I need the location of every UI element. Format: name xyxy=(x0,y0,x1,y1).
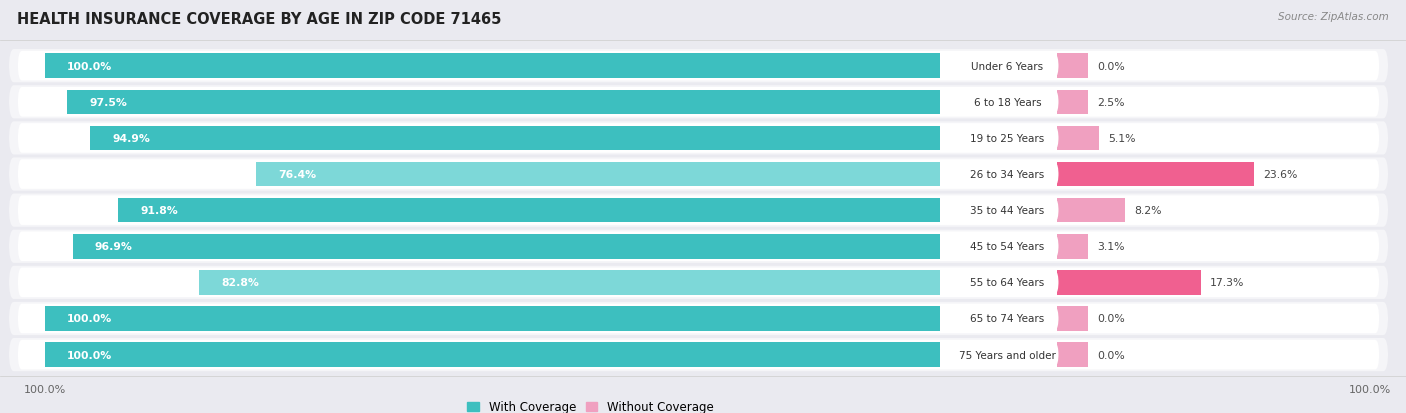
FancyBboxPatch shape xyxy=(18,124,1379,153)
FancyBboxPatch shape xyxy=(18,340,1379,370)
FancyBboxPatch shape xyxy=(8,230,1388,263)
Text: HEALTH INSURANCE COVERAGE BY AGE IN ZIP CODE 71465: HEALTH INSURANCE COVERAGE BY AGE IN ZIP … xyxy=(17,12,502,27)
Bar xyxy=(1057,271,1201,295)
Bar xyxy=(1057,90,1088,115)
Text: 35 to 44 Years: 35 to 44 Years xyxy=(970,206,1045,216)
FancyBboxPatch shape xyxy=(8,338,1388,371)
Text: 97.5%: 97.5% xyxy=(90,97,128,107)
Text: 82.8%: 82.8% xyxy=(221,278,259,288)
Text: 23.6%: 23.6% xyxy=(1263,170,1298,180)
Text: 17.3%: 17.3% xyxy=(1211,278,1244,288)
Text: 75 Years and older: 75 Years and older xyxy=(959,350,1056,360)
Bar xyxy=(1057,54,1088,79)
FancyBboxPatch shape xyxy=(18,268,1379,297)
Bar xyxy=(1057,342,1088,367)
FancyBboxPatch shape xyxy=(8,194,1388,227)
Text: 100.0%: 100.0% xyxy=(67,350,112,360)
FancyBboxPatch shape xyxy=(8,86,1388,119)
FancyBboxPatch shape xyxy=(956,164,1059,185)
Text: 19 to 25 Years: 19 to 25 Years xyxy=(970,133,1045,144)
Text: 45 to 54 Years: 45 to 54 Years xyxy=(970,242,1045,252)
FancyBboxPatch shape xyxy=(956,236,1059,257)
FancyBboxPatch shape xyxy=(956,272,1059,294)
FancyBboxPatch shape xyxy=(18,160,1379,190)
Text: 3.1%: 3.1% xyxy=(1097,242,1125,252)
Text: 94.9%: 94.9% xyxy=(112,133,150,144)
Bar xyxy=(256,162,941,187)
Text: 26 to 34 Years: 26 to 34 Years xyxy=(970,170,1045,180)
Text: Source: ZipAtlas.com: Source: ZipAtlas.com xyxy=(1278,12,1389,22)
Bar xyxy=(45,342,941,367)
Bar xyxy=(45,54,941,79)
Text: 0.0%: 0.0% xyxy=(1097,350,1125,360)
Bar xyxy=(73,235,941,259)
Text: 6 to 18 Years: 6 to 18 Years xyxy=(974,97,1042,107)
Text: 100.0%: 100.0% xyxy=(67,314,112,324)
Bar xyxy=(198,271,941,295)
Text: 2.5%: 2.5% xyxy=(1097,97,1125,107)
Text: 5.1%: 5.1% xyxy=(1108,133,1136,144)
Bar xyxy=(1057,306,1088,331)
FancyBboxPatch shape xyxy=(956,200,1059,221)
Bar xyxy=(1057,126,1099,151)
FancyBboxPatch shape xyxy=(8,50,1388,83)
FancyBboxPatch shape xyxy=(18,52,1379,81)
Text: 0.0%: 0.0% xyxy=(1097,314,1125,324)
FancyBboxPatch shape xyxy=(18,232,1379,261)
Text: Under 6 Years: Under 6 Years xyxy=(972,62,1043,71)
FancyBboxPatch shape xyxy=(956,56,1059,77)
Bar xyxy=(1057,162,1254,187)
FancyBboxPatch shape xyxy=(956,92,1059,113)
Text: 0.0%: 0.0% xyxy=(1097,62,1125,71)
Text: 100.0%: 100.0% xyxy=(67,62,112,71)
FancyBboxPatch shape xyxy=(8,158,1388,191)
Text: 96.9%: 96.9% xyxy=(96,242,132,252)
Text: 76.4%: 76.4% xyxy=(278,170,316,180)
Legend: With Coverage, Without Coverage: With Coverage, Without Coverage xyxy=(463,396,718,413)
FancyBboxPatch shape xyxy=(8,266,1388,299)
FancyBboxPatch shape xyxy=(8,302,1388,335)
FancyBboxPatch shape xyxy=(956,128,1059,150)
Bar xyxy=(1057,198,1125,223)
Bar xyxy=(1057,235,1088,259)
FancyBboxPatch shape xyxy=(956,308,1059,330)
FancyBboxPatch shape xyxy=(18,304,1379,333)
Text: 65 to 74 Years: 65 to 74 Years xyxy=(970,314,1045,324)
Bar xyxy=(118,198,941,223)
Bar xyxy=(90,126,941,151)
FancyBboxPatch shape xyxy=(8,122,1388,155)
Bar xyxy=(67,90,941,115)
FancyBboxPatch shape xyxy=(18,196,1379,225)
Bar xyxy=(45,306,941,331)
Text: 8.2%: 8.2% xyxy=(1135,206,1161,216)
FancyBboxPatch shape xyxy=(956,344,1059,366)
Text: 55 to 64 Years: 55 to 64 Years xyxy=(970,278,1045,288)
Text: 91.8%: 91.8% xyxy=(141,206,179,216)
FancyBboxPatch shape xyxy=(18,88,1379,117)
